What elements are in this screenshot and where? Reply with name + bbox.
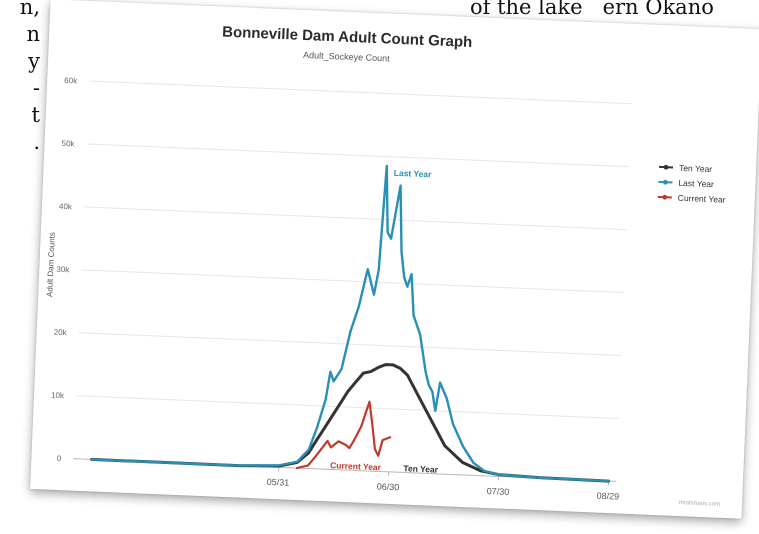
series-labels: Ten Year Last Year Current Year: [330, 168, 439, 475]
gridline: [78, 332, 622, 357]
chart-card: 0 10k 20k 30k 40k 50k 60k 05/31 06/30 07/30 08/29…: [30, 0, 759, 519]
series-line-current-year: [295, 400, 392, 470]
y-tick-label: 0: [57, 454, 62, 463]
gridline: [83, 206, 627, 231]
chart-subtitle: Adult_Sockeye Count: [303, 50, 390, 64]
gridline: [75, 395, 619, 419]
x-tick-label: 08/29: [596, 491, 619, 502]
text-fragment: .: [33, 130, 40, 154]
y-tick-label: 30k: [56, 265, 70, 275]
legend-marker: [662, 194, 668, 200]
y-axis-title: Adult Dam Counts: [45, 232, 57, 297]
text-fragment: n,: [19, 0, 40, 19]
y-tick-label: 50k: [61, 139, 75, 149]
line-chart: 0 10k 20k 30k 40k 50k 60k 05/31 06/30 07/30 08/29…: [45, 24, 728, 508]
x-tick-label: 06/30: [377, 481, 400, 492]
y-tick-label: 60k: [64, 76, 78, 86]
grid-layer: [73, 80, 632, 482]
series-layer: [90, 164, 611, 483]
chart-title: Bonneville Dam Adult Count Graph: [222, 24, 473, 51]
y-tick-label: 10k: [51, 391, 65, 401]
text-fragment: n: [26, 22, 40, 46]
watermark: mrahmans.com: [679, 500, 721, 508]
legend-label: Ten Year: [679, 163, 713, 174]
text-fragment: -: [32, 76, 40, 100]
gridline: [81, 269, 624, 294]
background-text-top: of the lake ern Okano: [470, 0, 714, 19]
gridline: [89, 80, 632, 105]
text-fragment: t: [31, 103, 40, 127]
y-tick-label: 40k: [59, 202, 73, 212]
legend[interactable]: Ten Year Last Year Current Year: [657, 162, 728, 205]
legend-label: Current Year: [678, 193, 726, 205]
series-line-last-year: [90, 164, 610, 483]
series-label-last-year: Last Year: [394, 168, 433, 180]
text-fragment: y: [28, 49, 40, 73]
legend-marker: [663, 164, 669, 170]
legend-label: Last Year: [678, 178, 714, 189]
gridline: [86, 143, 630, 168]
series-label-current-year: Current Year: [330, 460, 382, 472]
background-text-left: n, n y - t .: [0, 0, 40, 156]
x-tick-label: 05/31: [267, 477, 290, 488]
y-axis: 0 10k 20k 30k 40k 50k 60k: [51, 76, 78, 463]
legend-marker: [663, 179, 668, 185]
y-tick-label: 20k: [54, 328, 68, 338]
x-tick-label: 07/30: [486, 486, 509, 497]
series-label-ten-year: Ten Year: [403, 463, 439, 474]
x-axis: 05/31 06/30 07/30 08/29: [267, 467, 619, 502]
